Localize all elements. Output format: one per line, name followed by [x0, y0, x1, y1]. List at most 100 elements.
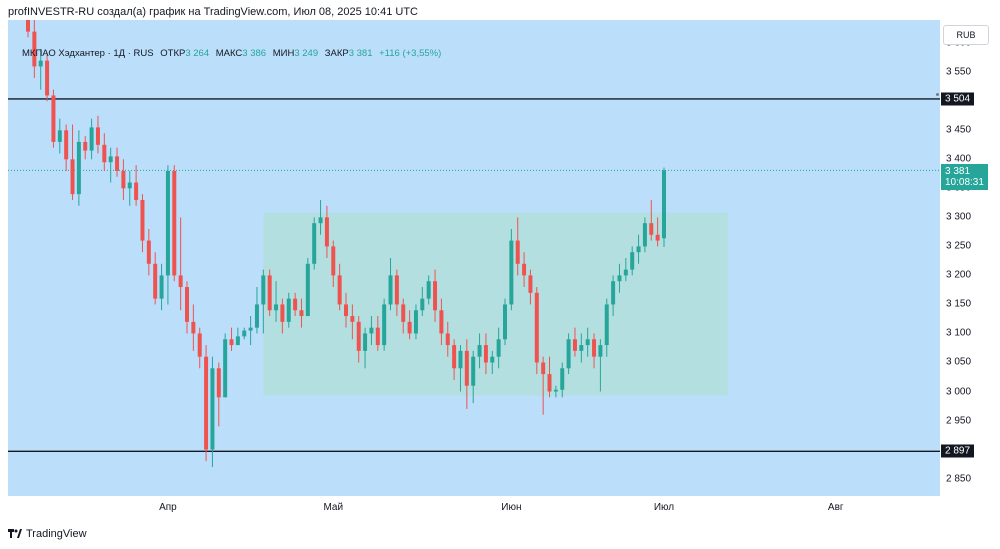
candle-body [617, 275, 622, 282]
candle-body [401, 304, 406, 322]
candle-body [26, 20, 30, 32]
price-tick-label: 3 550 [946, 66, 972, 78]
candle-body [204, 356, 209, 450]
candle-body [293, 298, 298, 311]
candle-body [433, 281, 438, 311]
candle-body [318, 217, 323, 224]
price-tick-label: 3 000 [946, 386, 972, 397]
chart-author-header: profINVESTR-RU создал(а) график на Tradi… [8, 6, 418, 18]
candle-body [515, 240, 520, 264]
candle-body [165, 170, 170, 276]
candle-body [185, 287, 189, 322]
chart-plot-area[interactable]: МКПАО Хэдхантер · 1Д · RUS ОТКР3 264 МАК… [8, 20, 940, 496]
candle-body [522, 263, 527, 276]
candle-body [585, 339, 590, 346]
candle-body [566, 339, 571, 369]
candle-body [229, 339, 234, 346]
candle-body [95, 127, 100, 145]
time-tick-label: Апр [159, 502, 177, 513]
price-tick-label: 2 850 [946, 473, 972, 485]
last-price-value: 3 381 [945, 166, 971, 178]
candle-body [630, 252, 635, 270]
candle-body [305, 263, 310, 317]
candle-body [655, 234, 660, 241]
change-value: +116 (+3,55%) [379, 48, 442, 59]
time-tick-label: Июн [501, 502, 522, 513]
candle-body [553, 389, 558, 392]
candle-body [45, 60, 50, 96]
candle-body [38, 60, 43, 67]
candle-body [146, 240, 151, 264]
candle-body [210, 368, 215, 450]
candle-body [267, 275, 272, 311]
price-tick-label: 3 200 [946, 269, 972, 281]
candle-body [121, 170, 126, 189]
candle-body [445, 333, 450, 346]
price-tick-label: 3 100 [946, 327, 972, 339]
candle-body [452, 345, 457, 369]
candle-body [490, 356, 495, 363]
candle-body [134, 182, 139, 200]
candle-body [197, 333, 202, 357]
candle-body [159, 275, 164, 299]
candle-body [572, 339, 577, 351]
candle-body [286, 298, 291, 322]
candle-body [261, 275, 266, 305]
candle-body [560, 368, 565, 390]
candle-body [356, 321, 361, 351]
candle-body [254, 304, 259, 328]
candle-body [153, 263, 158, 299]
tradingview-footer: TradingView [8, 528, 87, 540]
candle-body [439, 310, 444, 334]
high-value: 3 386 [242, 48, 267, 59]
symbol-name[interactable]: МКПАО Хэдхантер · 1Д · RUS [22, 48, 154, 59]
candle-body [464, 350, 469, 386]
candle-body [248, 327, 253, 331]
candle-body [375, 327, 380, 346]
price-tick-label: 3 250 [946, 240, 972, 252]
currency-button[interactable]: RUB [943, 25, 989, 45]
candle-body [509, 240, 514, 305]
candle-body [76, 141, 81, 195]
open-value: 3 264 [185, 48, 210, 59]
candle-body [604, 304, 609, 346]
candle-body [337, 275, 342, 305]
candle-body [70, 159, 75, 195]
time-tick-label: Авг [827, 502, 844, 513]
last-price-tag: 3 381 10:08:31 [941, 164, 988, 191]
candle-body [503, 304, 507, 340]
axis-handle-icon[interactable] [936, 93, 939, 96]
candle-body [57, 130, 62, 142]
candle-body [331, 246, 336, 276]
candle-body [636, 246, 641, 253]
price-tick-label: 3 300 [946, 211, 972, 223]
price-tick-label: 3 150 [946, 298, 972, 310]
tradingview-brand-text: TradingView [26, 528, 87, 540]
candle-body [623, 269, 628, 276]
candle-body [223, 339, 228, 398]
candle-body [64, 130, 69, 160]
price-tick-label: 3 450 [946, 124, 972, 136]
hline-price-tag-lower: 2 897 [941, 444, 975, 458]
candle-body [51, 95, 56, 142]
candlestick-chart[interactable] [8, 20, 940, 496]
high-label: МАКС [215, 48, 243, 59]
candle-body [140, 199, 145, 241]
time-axis[interactable]: Апр Май Июн Июл Авг [8, 496, 940, 520]
candle-body [344, 304, 348, 317]
close-value: 3 381 [348, 48, 373, 59]
candle-body [324, 217, 329, 247]
tradingview-logo-icon [8, 529, 22, 538]
candle-body [528, 275, 533, 293]
price-tick-label: 3 050 [946, 356, 972, 368]
candle-body [407, 321, 412, 334]
candle-body [534, 292, 539, 363]
candle-body [471, 356, 476, 386]
candle-body [312, 223, 317, 264]
candle-body [89, 127, 94, 151]
candle-body [115, 156, 120, 171]
candle-body [483, 345, 488, 363]
low-label: МИН [272, 48, 295, 59]
candle-body [102, 144, 107, 163]
